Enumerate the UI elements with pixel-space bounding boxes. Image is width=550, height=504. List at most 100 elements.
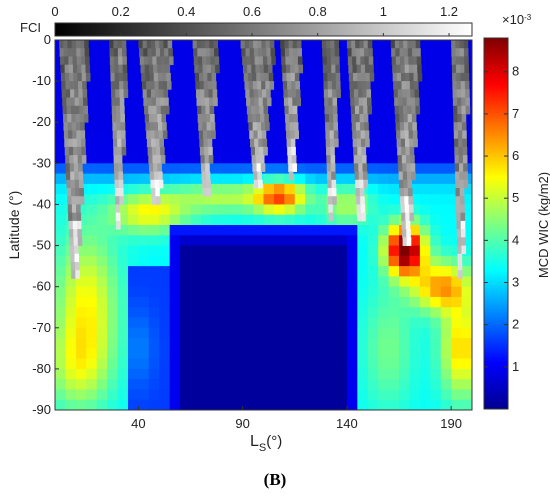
fci-cell xyxy=(368,56,374,66)
fci-cell xyxy=(68,220,74,230)
fci-cell xyxy=(254,56,260,66)
heatmap-cell xyxy=(221,111,233,123)
fci-cell xyxy=(356,130,361,140)
fci-cell xyxy=(411,114,417,123)
heatmap-cell xyxy=(75,255,87,267)
fci-cell xyxy=(214,48,219,57)
heatmap-cell xyxy=(430,60,442,72)
fci-cell xyxy=(201,163,206,172)
fci-cell xyxy=(327,89,333,98)
fci-cell xyxy=(248,81,254,90)
fci-cell xyxy=(257,171,262,181)
heatmap-cell xyxy=(430,245,442,257)
heatmap-cell xyxy=(127,111,139,123)
heatmap-cell xyxy=(294,338,306,349)
fci-cell xyxy=(406,163,412,172)
heatmap-cell xyxy=(388,142,400,154)
heatmap-cell xyxy=(440,389,452,401)
heatmap-cell xyxy=(430,266,442,277)
fci-cell xyxy=(293,114,298,123)
plot-frame xyxy=(54,39,473,411)
heatmap-cell xyxy=(232,276,244,288)
heatmap-cell xyxy=(367,163,379,175)
heatmap-cell xyxy=(242,214,254,226)
heatmap-cell xyxy=(430,399,442,410)
fci-cell xyxy=(408,64,414,74)
heatmap-cell xyxy=(336,194,348,206)
heatmap-cell xyxy=(180,91,192,103)
fci-cell xyxy=(335,72,341,82)
fci-cell xyxy=(328,212,334,222)
fci-cell xyxy=(459,56,465,66)
heatmap-cell xyxy=(148,399,160,410)
heatmap-cell xyxy=(273,368,285,380)
fci-colorbar-label: FCI xyxy=(20,20,41,35)
heatmap-cell xyxy=(190,163,202,175)
fci-cell xyxy=(462,130,467,140)
fci-cell xyxy=(334,138,339,148)
fci-cell xyxy=(457,237,462,246)
heatmap-cell xyxy=(378,153,390,164)
heatmap-cell xyxy=(294,296,306,308)
fci-cell xyxy=(454,138,459,148)
heatmap-cell xyxy=(367,122,379,134)
heatmap-cell xyxy=(190,245,202,257)
heatmap-cell xyxy=(159,204,171,216)
heatmap-cell xyxy=(55,142,67,154)
fci-cell xyxy=(255,114,261,123)
heatmap-cell xyxy=(305,173,317,185)
fci-cell xyxy=(148,64,154,74)
fci-cell xyxy=(326,48,331,57)
heatmap-cell xyxy=(242,235,254,247)
heatmap-cell xyxy=(190,368,202,380)
heatmap-cell xyxy=(253,296,265,308)
fci-cell xyxy=(399,114,404,123)
heatmap-cell xyxy=(430,40,442,51)
heatmap-cell xyxy=(367,40,379,51)
fci-cell xyxy=(463,179,469,189)
heatmap-cell xyxy=(86,389,98,401)
heatmap-cell xyxy=(107,142,119,154)
fci-cell xyxy=(114,81,120,90)
heatmap-cell xyxy=(284,317,296,329)
fci-cell xyxy=(296,40,302,49)
fci-cell xyxy=(149,72,155,82)
fci-cell xyxy=(354,171,360,181)
heatmap-cell xyxy=(357,245,369,257)
fci-cell xyxy=(202,122,207,131)
heatmap-cell xyxy=(242,225,254,236)
heatmap-cell xyxy=(367,194,379,206)
fci-cell xyxy=(410,97,416,107)
heatmap-cell xyxy=(419,183,431,195)
heatmap-cell xyxy=(127,348,139,360)
heatmap-cell xyxy=(211,214,223,226)
heatmap-cell xyxy=(55,214,67,226)
heatmap-cell xyxy=(96,101,108,113)
fci-cell xyxy=(265,81,270,90)
heatmap-cell xyxy=(190,296,202,308)
heatmap-cell xyxy=(263,296,275,308)
heatmap-cell xyxy=(55,266,67,277)
fci-cell xyxy=(151,138,156,148)
heatmap-cell xyxy=(211,389,223,401)
heatmap-cell xyxy=(378,399,390,410)
fci-cell xyxy=(113,163,119,172)
fci-cell xyxy=(63,48,69,57)
heatmap-cell xyxy=(388,327,400,339)
fci-cell xyxy=(403,122,409,131)
heatmap-cell xyxy=(138,235,150,247)
fci-cell xyxy=(73,155,79,164)
heatmap-cell xyxy=(127,101,139,113)
heatmap-cell xyxy=(127,235,139,247)
fci-cell xyxy=(78,163,83,172)
heatmap-cell xyxy=(138,122,150,134)
fci-cell xyxy=(151,188,156,197)
fci-cell xyxy=(457,97,462,107)
heatmap-cell xyxy=(419,81,431,92)
fci-cell xyxy=(74,253,80,263)
fci-cell xyxy=(461,245,466,255)
fci-cell xyxy=(196,40,202,49)
fci-cell xyxy=(407,48,413,57)
fci-cell xyxy=(123,89,129,98)
heatmap-cell xyxy=(86,173,98,185)
